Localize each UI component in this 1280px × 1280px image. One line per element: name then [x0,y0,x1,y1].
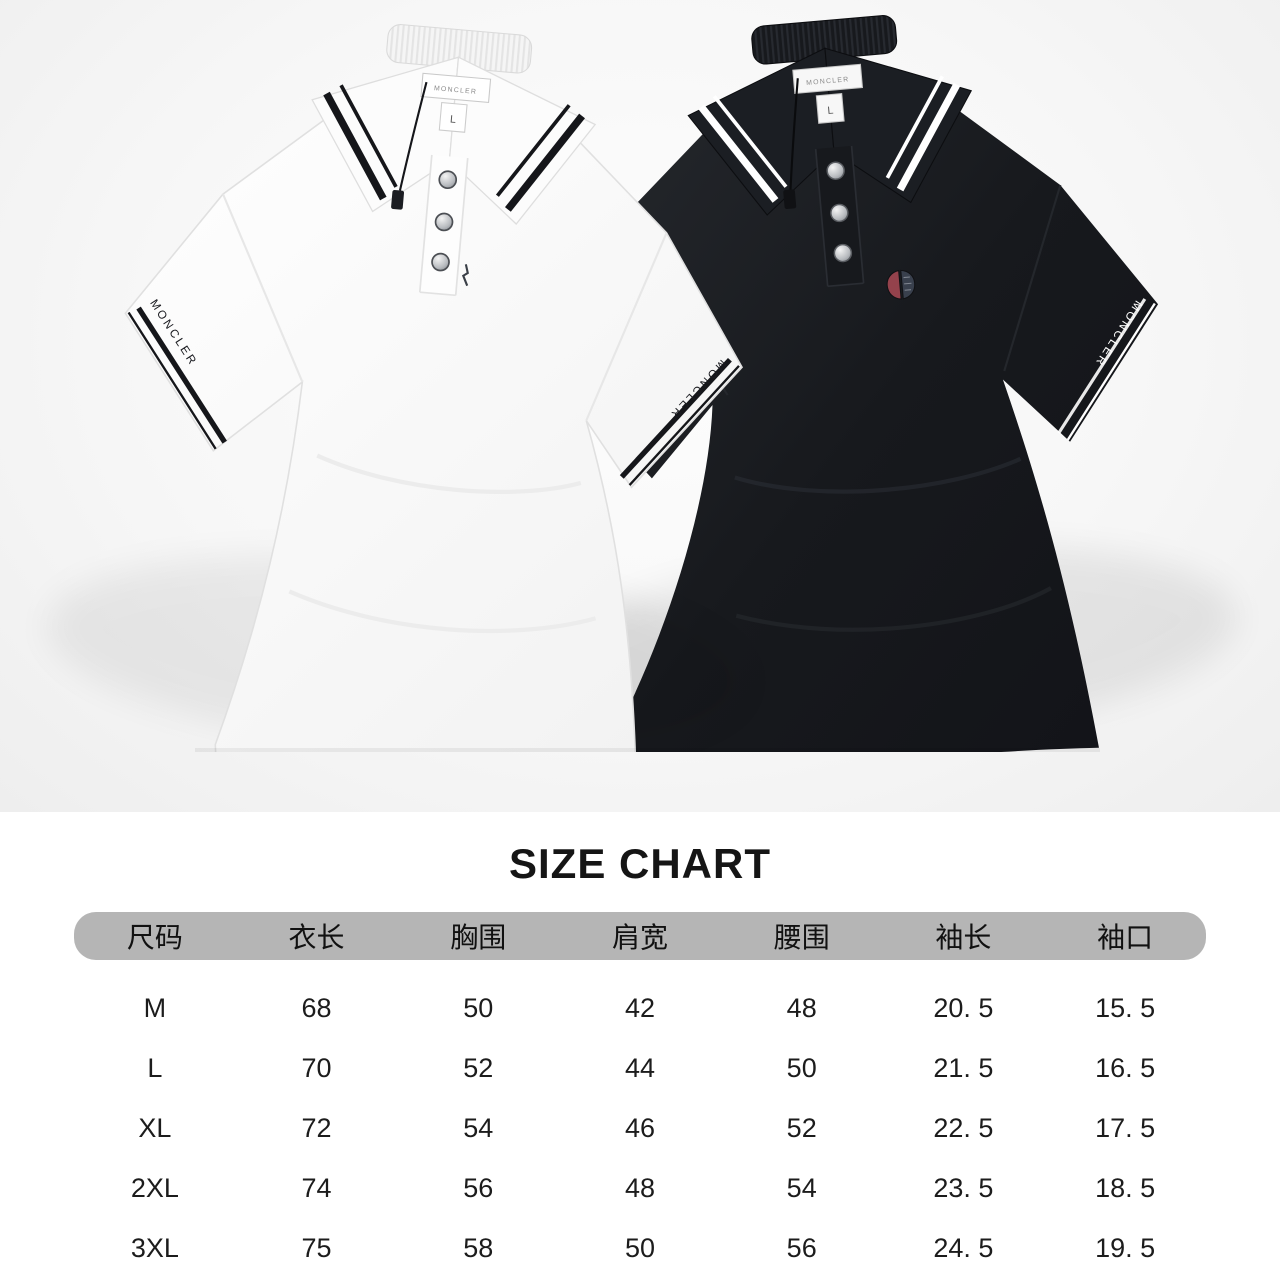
value-cell: 21. 5 [933,1052,994,1083]
chest-logo-embroidery [461,264,469,287]
value-cell: 24. 5 [933,1232,994,1263]
hang-tag-cord [398,81,428,191]
hang-tag [391,189,405,210]
hang-tag [783,189,797,210]
sleeve-seam [1003,184,1062,372]
sleeve-seam [585,232,668,422]
value-cell: 50 [624,1232,656,1263]
wrinkle-line [316,453,582,495]
value-cell: 46 [624,1112,656,1143]
size-cell: 2XL [130,1172,179,1203]
value-cell: 58 [463,1232,494,1263]
placket-button [434,212,454,232]
placket-button [431,252,450,272]
value-cell: 54 [463,1112,494,1143]
size-chart-table: 尺码 衣长 胸围 肩宽 腰围 袖长 袖口 M 68 50 42 48 20. 5… [74,912,1206,1278]
wrinkle-line [288,589,597,634]
header-cell: 袖长 [935,922,992,953]
sleeve-seam [222,193,304,383]
value-cell: 44 [624,1052,656,1083]
value-cell: 50 [463,992,494,1023]
size-tag-text: L [450,113,457,125]
size-chart-title: SIZE CHART [509,840,771,887]
value-cell: 74 [301,1172,332,1203]
product-photo: MONCLER [0,0,1280,812]
table-row: 3XL 75 58 50 56 24. 5 19. 5 [74,1218,1206,1278]
table-row: M 68 50 42 48 20. 5 15. 5 [74,978,1206,1038]
neck-brand-label: MONCLER L [783,63,864,210]
size-tag [815,93,845,124]
value-cell: 52 [463,1052,494,1083]
neck-brand-label: MONCLER L [391,72,492,210]
value-cell: 42 [624,992,656,1023]
value-cell: 18. 5 [1095,1172,1156,1203]
value-cell: 15. 5 [1095,992,1156,1023]
size-cell: L [147,1052,163,1083]
hem-crop-shadow [195,748,1100,752]
header-cell: 衣长 [288,922,345,953]
placket [418,154,469,297]
value-cell: 17. 5 [1095,1112,1156,1143]
shirt-body [541,94,1159,752]
value-cell: 54 [786,1172,817,1203]
brand-label-text: MONCLER [806,76,850,87]
table-row: 2XL 74 56 48 54 23. 5 18. 5 [74,1158,1206,1218]
size-cell: XL [138,1112,172,1143]
value-cell: 19. 5 [1095,1232,1156,1263]
header-cell: 肩宽 [611,922,668,953]
white-polo-shirt: MONCLER MONCLER [47,24,745,752]
size-cell: M [143,992,167,1023]
header-cell: 胸围 [450,922,507,953]
value-cell: 16. 5 [1095,1052,1156,1083]
header-cell: 尺码 [126,922,183,953]
placket [814,145,865,288]
table-row: XL 72 54 46 52 22. 5 17. 5 [74,1098,1206,1158]
size-tag-text: L [827,104,834,116]
placket-button [826,161,845,180]
value-cell: 70 [301,1052,332,1083]
size-tag [438,102,468,133]
value-cell: 68 [301,992,332,1023]
value-cell: 52 [786,1112,817,1143]
wrinkle-line [734,456,1022,494]
brand-label-text: MONCLER [434,85,478,96]
wrinkle-line [735,586,1052,632]
value-cell: 50 [786,1052,817,1083]
placket-button [833,243,853,263]
value-cell: 72 [301,1112,332,1143]
value-cell: 48 [624,1172,656,1203]
value-cell: 48 [786,992,817,1023]
value-cell: 22. 5 [933,1112,994,1143]
hang-tag-cord [789,78,799,190]
polo-shirts-illustration: MONCLER [47,15,1237,752]
size-cell: 3XL [130,1232,179,1263]
placket-button [830,203,849,223]
table-row: L 70 52 44 50 21. 5 16. 5 [74,1038,1206,1098]
header-cell: 腰围 [773,922,830,953]
header-cell: 袖口 [1097,922,1154,953]
placket-button [438,170,458,190]
value-cell: 20. 5 [933,992,994,1023]
value-cell: 23. 5 [933,1172,994,1203]
size-chart-header-row: 尺码 衣长 胸围 肩宽 腰围 袖长 袖口 [74,912,1206,960]
value-cell: 56 [786,1232,817,1263]
size-chart-body: M 68 50 42 48 20. 5 15. 5 L 70 52 44 50 … [74,978,1206,1278]
value-cell: 56 [463,1172,494,1203]
value-cell: 75 [301,1232,332,1263]
chest-logo-badge [886,269,916,300]
